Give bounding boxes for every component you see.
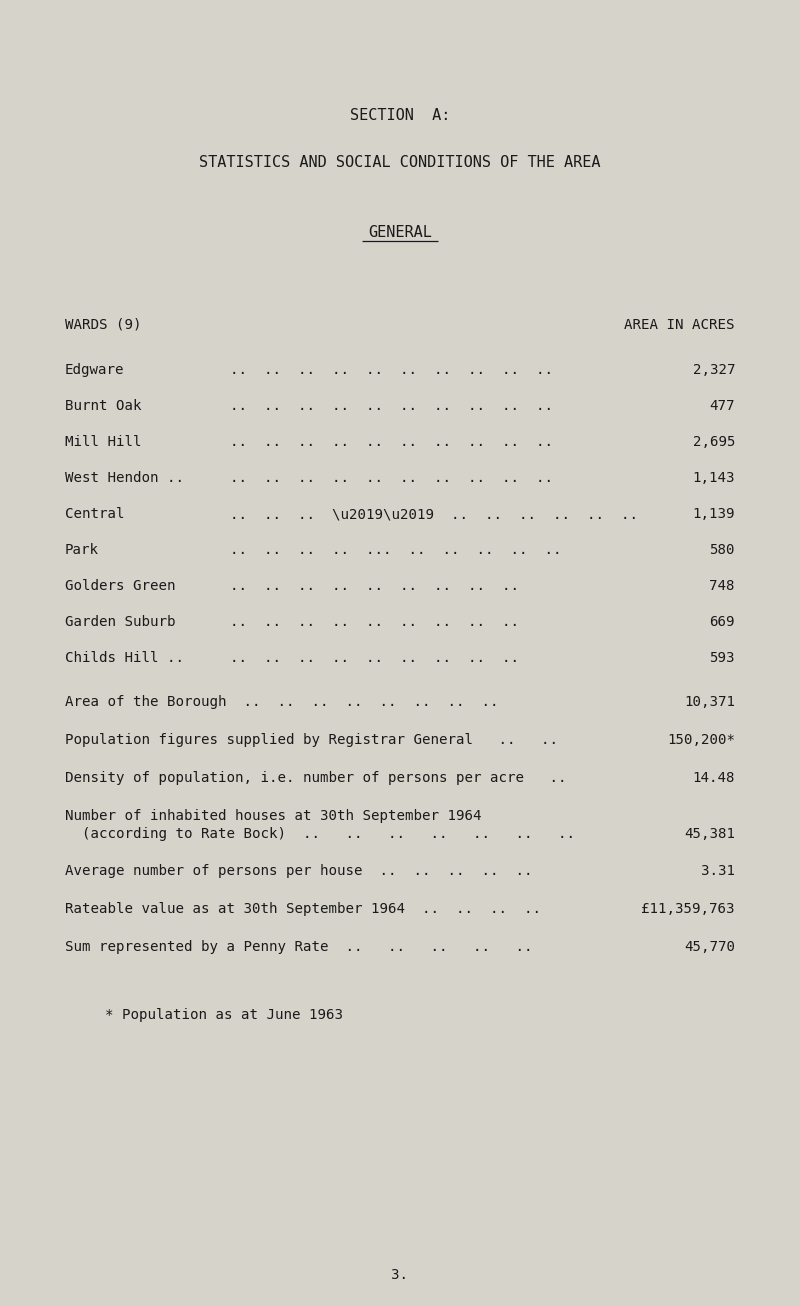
Text: ..  ..  ..  \u2019\u2019  ..  ..  ..  ..  ..  ..: .. .. .. \u2019\u2019 .. .. .. .. .. ..	[230, 507, 638, 521]
Text: SECTION  A:: SECTION A:	[350, 108, 450, 123]
Text: Density of population, i.e. number of persons per acre   ..: Density of population, i.e. number of pe…	[65, 771, 566, 785]
Text: AREA IN ACRES: AREA IN ACRES	[625, 317, 735, 332]
Text: Population figures supplied by Registrar General   ..   ..: Population figures supplied by Registrar…	[65, 733, 566, 747]
Text: ..  ..  ..  ..  ..  ..  ..  ..  ..  ..: .. .. .. .. .. .. .. .. .. ..	[230, 400, 553, 413]
Text: STATISTICS AND SOCIAL CONDITIONS OF THE AREA: STATISTICS AND SOCIAL CONDITIONS OF THE …	[199, 155, 601, 170]
Text: ..  ..  ..  ..  ..  ..  ..  ..  ..: .. .. .. .. .. .. .. .. ..	[230, 615, 519, 629]
Text: 748: 748	[710, 579, 735, 593]
Text: Central: Central	[65, 507, 125, 521]
Text: 45,770: 45,770	[684, 940, 735, 953]
Text: Park: Park	[65, 543, 99, 556]
Text: West Hendon ..: West Hendon ..	[65, 471, 184, 485]
Text: 580: 580	[710, 543, 735, 556]
Text: £11,359,763: £11,359,763	[642, 902, 735, 916]
Text: 2,327: 2,327	[693, 363, 735, 377]
Text: 1,143: 1,143	[693, 471, 735, 485]
Text: Garden Suburb: Garden Suburb	[65, 615, 175, 629]
Text: ..  ..  ..  ..  ..  ..  ..  ..  ..  ..: .. .. .. .. .. .. .. .. .. ..	[230, 363, 553, 377]
Text: 10,371: 10,371	[684, 695, 735, 709]
Text: WARDS (9): WARDS (9)	[65, 317, 142, 332]
Text: 45,381: 45,381	[684, 827, 735, 841]
Text: Golders Green: Golders Green	[65, 579, 175, 593]
Text: 593: 593	[710, 650, 735, 665]
Text: 150,200*: 150,200*	[667, 733, 735, 747]
Text: ..  ..  ..  ..  ..  ..  ..  ..  ..: .. .. .. .. .. .. .. .. ..	[230, 579, 519, 593]
Text: Sum represented by a Penny Rate  ..   ..   ..   ..   ..: Sum represented by a Penny Rate .. .. ..…	[65, 940, 533, 953]
Text: Mill Hill: Mill Hill	[65, 435, 142, 449]
Text: Average number of persons per house  ..  ..  ..  ..  ..: Average number of persons per house .. .…	[65, 865, 533, 878]
Text: Area of the Borough  ..  ..  ..  ..  ..  ..  ..  ..: Area of the Borough .. .. .. .. .. .. ..…	[65, 695, 498, 709]
Text: 1,139: 1,139	[693, 507, 735, 521]
Text: ..  ..  ..  ..  ..  ..  ..  ..  ..  ..: .. .. .. .. .. .. .. .. .. ..	[230, 471, 553, 485]
Text: ..  ..  ..  ..  ..  ..  ..  ..  ..  ..: .. .. .. .. .. .. .. .. .. ..	[230, 435, 553, 449]
Text: ..  ..  ..  ..  ...  ..  ..  ..  ..  ..: .. .. .. .. ... .. .. .. .. ..	[230, 543, 562, 556]
Text: 14.48: 14.48	[693, 771, 735, 785]
Text: ..  ..  ..  ..  ..  ..  ..  ..  ..: .. .. .. .. .. .. .. .. ..	[230, 650, 519, 665]
Text: GENERAL: GENERAL	[368, 225, 432, 240]
Text: Burnt Oak: Burnt Oak	[65, 400, 142, 413]
Text: 2,695: 2,695	[693, 435, 735, 449]
Text: 477: 477	[710, 400, 735, 413]
Text: * Population as at June 1963: * Population as at June 1963	[105, 1008, 343, 1023]
Text: 669: 669	[710, 615, 735, 629]
Text: Edgware: Edgware	[65, 363, 125, 377]
Text: 3.: 3.	[391, 1268, 409, 1282]
Text: (according to Rate Bock)  ..   ..   ..   ..   ..   ..   ..: (according to Rate Bock) .. .. .. .. .. …	[65, 827, 575, 841]
Text: Childs Hill ..: Childs Hill ..	[65, 650, 184, 665]
Text: Rateable value as at 30th September 1964  ..  ..  ..  ..: Rateable value as at 30th September 1964…	[65, 902, 541, 916]
Text: 3.31: 3.31	[701, 865, 735, 878]
Text: Number of inhabited houses at 30th September 1964: Number of inhabited houses at 30th Septe…	[65, 808, 482, 823]
